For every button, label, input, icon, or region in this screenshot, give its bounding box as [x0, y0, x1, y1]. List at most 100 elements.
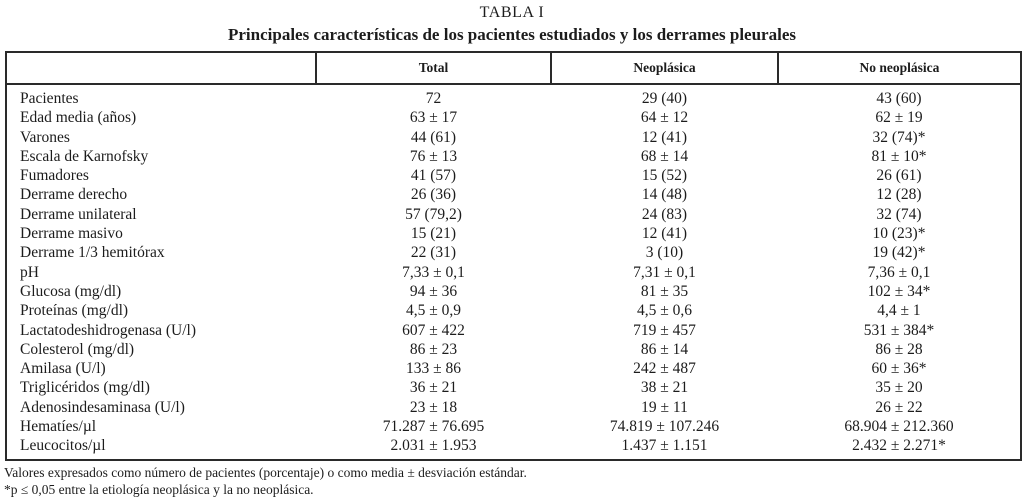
cell-value: 15 (21): [410, 225, 457, 243]
cell-value: 72: [425, 90, 442, 107]
footnote-significance: *p ≤ 0,05 entre la etiología neoplásica …: [4, 481, 314, 497]
row-label: pH: [20, 263, 39, 281]
table-row: Proteínas (mg/dl) 4,5 ± 0,9 4,5 ± 0,6 4,4 ±…: [6, 301, 1021, 320]
cell-value: 1.437 ± 1.151: [621, 437, 708, 455]
row-label: Glucosa (mg/dl): [20, 282, 122, 300]
table-row: Hematíes/µl 71.287 ± 76.695 74.819 ± 107.2…: [6, 417, 1021, 436]
table-row: Adenosindesaminasa (U/l) 23 ± 18 19 ± 11 26…: [6, 398, 1021, 417]
cell-value: 57 (79,2): [405, 205, 462, 223]
cell-value: 15 (52): [641, 167, 688, 185]
cell-value: 74.819 ± 107.246: [609, 418, 720, 436]
cell-value: 7,33 ± 0,1: [402, 263, 465, 281]
cell-value: 2.432 ± 2.271*: [852, 437, 946, 455]
cell-value: 64 ± 12: [640, 109, 689, 127]
cell-value: 12 (41): [641, 128, 688, 146]
table-row: Pacientes 72 29 (40) 43 (60): [6, 84, 1021, 108]
row-label: Leucocitos/µl: [20, 437, 106, 455]
cell-value: 29 (40): [641, 90, 688, 107]
row-label: Pacientes: [20, 90, 79, 107]
cell-value: 68.904 ± 212.360: [844, 418, 954, 436]
row-label: Fumadores: [20, 167, 89, 185]
row-label: Colesterol (mg/dl): [20, 340, 135, 358]
cell-value: 4,5 ± 0,9: [405, 302, 461, 320]
cell-value: 81 ± 10*: [871, 147, 927, 165]
row-label: Proteínas (mg/dl): [20, 302, 129, 320]
cell-value: 81 ± 35: [640, 282, 689, 300]
table-row: Edad media (años) 63 ± 17 64 ± 12 62 ± 19: [6, 108, 1021, 127]
table-row: Derrame unilateral 57 (79,2) 24 (83) 32 (74…: [6, 205, 1021, 224]
cell-value: 133 ± 86: [405, 360, 461, 378]
table-row: Derrame derecho 26 (36) 14 (48) 12 (28): [6, 185, 1021, 204]
table-row: Triglicéridos (mg/dl) 36 ± 21 38 ± 21 35 ± …: [6, 378, 1021, 397]
cell-value: 10 (23)*: [872, 225, 926, 243]
cell-value: 242 ± 487: [633, 360, 696, 378]
cell-value: 60 ± 36*: [871, 360, 927, 378]
header-total: Total: [315, 52, 551, 85]
cell-value: 86 ± 14: [640, 340, 689, 358]
cell-value: 7,36 ± 0,1: [867, 263, 931, 281]
cell-value: 19 (42)*: [872, 244, 926, 262]
cell-value: 71.287 ± 76.695: [382, 418, 485, 436]
header-no-neoplasica: No neoplásica: [777, 52, 1021, 85]
row-label: Derrame unilateral: [20, 205, 137, 223]
footnotes: Valores expresados como número de pacien…: [4, 464, 1024, 498]
cell-value: 26 (61): [876, 167, 922, 185]
row-label: Varones: [20, 128, 70, 146]
cell-value: 94 ± 36: [409, 282, 458, 300]
cell-value: 2.031 ± 1.953: [390, 437, 477, 455]
cell-value: 102 ± 34*: [867, 282, 931, 300]
cell-value: 22 (31): [410, 244, 457, 262]
header-empty: [6, 52, 316, 85]
row-label: Amilasa (U/l): [20, 360, 106, 378]
cell-value: 76 ± 13: [409, 147, 458, 165]
cell-value: 24 (83): [641, 205, 688, 223]
table-row: Glucosa (mg/dl) 94 ± 36 81 ± 35 102 ± 34*: [6, 282, 1021, 301]
cell-value: 607 ± 422: [402, 321, 465, 339]
cell-value: 41 (57): [410, 167, 457, 185]
cell-value: 19 ± 11: [641, 398, 688, 416]
row-label: Derrame derecho: [20, 186, 128, 204]
cell-value: 43 (60): [876, 90, 922, 107]
cell-value: 36 ± 21: [409, 379, 458, 397]
table-row: Derrame masivo 15 (21) 12 (41) 10 (23)*: [6, 224, 1021, 243]
cell-value: 26 ± 22: [875, 398, 923, 416]
table-number-title: TABLA I: [479, 4, 545, 21]
cell-value: 4,5 ± 0,6: [636, 302, 692, 320]
table-row: Fumadores 41 (57) 15 (52) 26 (61): [6, 166, 1021, 185]
cell-value: 7,31 ± 0,1: [633, 263, 696, 281]
footnote-values: Valores expresados como número de pacien…: [4, 464, 527, 480]
row-label: Derrame masivo: [20, 225, 123, 243]
cell-value: 38 ± 21: [640, 379, 689, 397]
cell-value: 32 (74): [876, 205, 922, 223]
cell-value: 14 (48): [641, 186, 688, 204]
header-neoplasica: Neoplásica: [550, 52, 778, 85]
table-subtitle: Principales características de los pacie…: [227, 25, 796, 44]
table-row: Colesterol (mg/dl) 86 ± 23 86 ± 14 86 ± 28: [6, 340, 1021, 359]
table-row: Escala de Karnofsky 76 ± 13 68 ± 14 81 ± 10…: [6, 147, 1021, 166]
row-label: Hematíes/µl: [20, 418, 97, 436]
table-row: Amilasa (U/l) 133 ± 86 242 ± 487 60 ± 36*: [6, 359, 1021, 378]
table-row: Lactatodeshidrogenasa (U/l) 607 ± 422 719 …: [6, 321, 1021, 340]
cell-value: 32 (74)*: [872, 128, 926, 146]
row-label: Edad media (años): [20, 109, 137, 127]
row-label: Escala de Karnofsky: [20, 147, 149, 165]
cell-value: 4,4 ± 1: [877, 302, 921, 320]
cell-value: 719 ± 457: [633, 321, 696, 339]
table-row: pH 7,33 ± 0,1 7,31 ± 0,1 7,36 ± 0,1: [6, 263, 1021, 282]
cell-value: 86 ± 28: [875, 340, 923, 358]
table-row: Leucocitos/µl 2.031 ± 1.953 1.437 ± 1.151 2…: [6, 436, 1021, 459]
cell-value: 86 ± 23: [409, 340, 458, 358]
cell-value: 12 (28): [876, 186, 922, 204]
cell-value: 3 (10): [645, 244, 684, 262]
header-row: Total Neoplásica No neoplásica: [6, 52, 1021, 85]
row-label: Triglicéridos (mg/dl): [20, 379, 150, 397]
row-label: Derrame 1/3 hemitórax: [20, 244, 165, 262]
table-body: Pacientes 72 29 (40) 43 (60) Edad media (año…: [6, 84, 1021, 460]
cell-value: 23 ± 18: [409, 398, 458, 416]
row-label: Lactatodeshidrogenasa (U/l): [20, 321, 197, 339]
cell-value: 44 (61): [410, 128, 457, 146]
cell-value: 63 ± 17: [409, 109, 458, 127]
data-table: Total Neoplásica No neoplásica Pacientes…: [5, 51, 1022, 461]
row-label: Adenosindesaminasa (U/l): [20, 398, 185, 416]
